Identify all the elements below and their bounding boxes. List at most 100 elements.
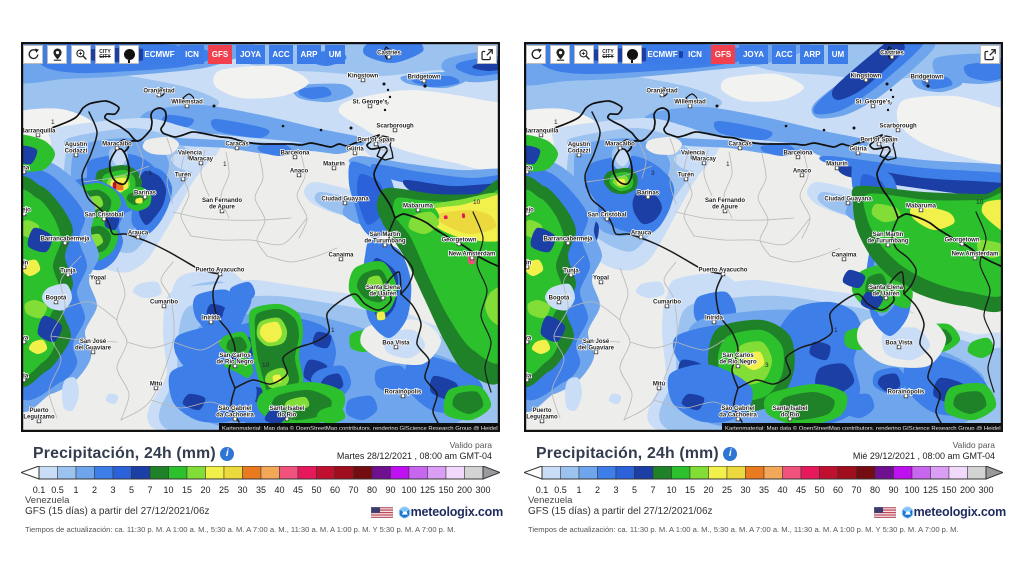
svg-text:1: 1 — [834, 327, 838, 334]
svg-text:25: 25 — [219, 485, 229, 495]
svg-text:200: 200 — [960, 485, 975, 495]
svg-text:300: 300 — [978, 485, 993, 495]
svg-text:Turén: Turén — [175, 173, 192, 179]
svg-text:20: 20 — [200, 485, 210, 495]
svg-text:Santa Isabel: Santa Isabel — [269, 406, 304, 412]
svg-text:Cumaribo: Cumaribo — [653, 300, 681, 306]
svg-text:Georgetown: Georgetown — [944, 238, 979, 244]
svg-text:Barcelona: Barcelona — [280, 151, 310, 157]
svg-text:100: 100 — [904, 485, 919, 495]
svg-text:1: 1 — [554, 119, 558, 126]
svg-text:Puerto: Puerto — [532, 408, 551, 414]
svg-text:Rorainópolis: Rorainópolis — [888, 390, 925, 396]
svg-text:1: 1 — [223, 161, 227, 168]
svg-text:Leguízamo: Leguízamo — [23, 415, 55, 421]
svg-text:45: 45 — [293, 485, 303, 495]
svg-text:Barinas: Barinas — [134, 191, 157, 197]
svg-text:40: 40 — [274, 485, 284, 495]
svg-text:7: 7 — [650, 485, 655, 495]
svg-text:5: 5 — [632, 485, 637, 495]
svg-text:10: 10 — [473, 199, 481, 206]
svg-text:70: 70 — [851, 485, 861, 495]
svg-text:Tunja: Tunja — [563, 269, 579, 275]
svg-text:St. George's: St. George's — [352, 100, 388, 106]
svg-text:3: 3 — [651, 170, 655, 177]
svg-text:Puerto Ayacucho: Puerto Ayacucho — [196, 268, 245, 274]
svg-text:Canaima: Canaima — [831, 253, 857, 259]
svg-text:2: 2 — [595, 485, 600, 495]
svg-text:Santa Elena: Santa Elena — [366, 285, 401, 291]
svg-text:200: 200 — [457, 485, 472, 495]
svg-text:de Río Negro: de Río Negro — [216, 360, 254, 366]
svg-text:San Carlos: San Carlos — [722, 353, 754, 359]
svg-text:Kartenmaterial: Map data © Ope: Kartenmaterial: Map data © OpenStreetMap… — [725, 425, 1003, 432]
svg-text:St. George's: St. George's — [855, 100, 891, 106]
svg-text:de Río Negro: de Río Negro — [719, 360, 757, 366]
svg-text:Kingstown: Kingstown — [348, 74, 379, 80]
svg-text:15: 15 — [182, 485, 192, 495]
svg-text:45: 45 — [796, 485, 806, 495]
svg-text:iva: iva — [524, 336, 532, 342]
svg-text:São Gabriel: São Gabriel — [721, 406, 755, 412]
svg-text:San Carlos: San Carlos — [219, 353, 251, 359]
svg-text:Turén: Turén — [678, 173, 695, 179]
svg-text:Caracas: Caracas — [225, 142, 249, 148]
svg-text:80: 80 — [367, 485, 377, 495]
svg-text:0.5: 0.5 — [51, 485, 64, 495]
svg-text:Oranjestad: Oranjestad — [143, 89, 175, 95]
svg-text:Georgetown: Georgetown — [441, 238, 476, 244]
svg-text:Bridgetown: Bridgetown — [911, 75, 944, 81]
svg-text:cia: cia — [524, 374, 532, 380]
svg-text:iva: iva — [21, 336, 29, 342]
svg-text:300: 300 — [475, 485, 490, 495]
svg-text:30: 30 — [740, 485, 750, 495]
svg-text:San Fernando: San Fernando — [202, 198, 242, 204]
svg-text:de Uairén: de Uairén — [369, 292, 397, 298]
svg-text:15: 15 — [685, 485, 695, 495]
svg-text:Anaco: Anaco — [793, 169, 812, 175]
svg-text:de Uairén: de Uairén — [872, 292, 900, 298]
svg-text:0.5: 0.5 — [554, 485, 567, 495]
svg-text:Castries: Castries — [880, 51, 904, 57]
svg-text:Barranquilla: Barranquilla — [524, 129, 559, 135]
svg-text:do Rio: do Rio — [278, 413, 297, 419]
svg-text:Yopal: Yopal — [593, 276, 609, 282]
svg-text:30: 30 — [237, 485, 247, 495]
svg-text:San José: San José — [80, 339, 107, 345]
svg-text:Codazzi: Codazzi — [65, 149, 88, 155]
svg-text:do Rio: do Rio — [781, 413, 800, 419]
svg-text:llín: llín — [21, 261, 29, 267]
svg-text:Maracay: Maracay — [189, 157, 214, 163]
svg-text:Puerto: Puerto — [29, 408, 48, 414]
svg-text:Mitú: Mitú — [150, 382, 163, 388]
svg-text:New Amsterdam: New Amsterdam — [952, 252, 999, 258]
svg-text:Inírida: Inírida — [705, 316, 724, 322]
svg-text:Scarborough: Scarborough — [376, 124, 414, 130]
svg-text:125: 125 — [420, 485, 435, 495]
svg-text:35: 35 — [256, 485, 266, 495]
svg-text:1: 1 — [726, 161, 730, 168]
svg-text:Ciudad Guayana: Ciudad Guayana — [824, 197, 872, 203]
svg-text:10: 10 — [976, 199, 984, 206]
svg-text:Agustín: Agustín — [65, 142, 88, 148]
svg-text:Inírida: Inírida — [202, 316, 221, 322]
svg-text:90: 90 — [385, 485, 395, 495]
svg-text:Santa Isabel: Santa Isabel — [772, 406, 807, 412]
svg-text:cia: cia — [21, 374, 29, 380]
svg-text:Port of Spain: Port of Spain — [860, 138, 898, 144]
svg-text:Oranjestad: Oranjestad — [646, 89, 678, 95]
svg-text:Güiria: Güiria — [346, 147, 364, 153]
svg-text:125: 125 — [923, 485, 938, 495]
svg-text:10: 10 — [666, 485, 676, 495]
svg-text:da Cachoeira: da Cachoeira — [719, 413, 757, 419]
svg-text:del Guaviare: del Guaviare — [75, 346, 112, 352]
svg-text:60: 60 — [330, 485, 340, 495]
svg-text:1: 1 — [331, 327, 335, 334]
svg-text:Valencia: Valencia — [681, 151, 706, 157]
svg-text:Willemstad: Willemstad — [674, 100, 706, 106]
svg-text:Maracay: Maracay — [692, 157, 717, 163]
svg-text:150: 150 — [941, 485, 956, 495]
svg-text:Canaima: Canaima — [328, 253, 354, 259]
svg-text:San Martín: San Martín — [370, 232, 401, 238]
svg-text:Boa Vista: Boa Vista — [885, 341, 913, 347]
